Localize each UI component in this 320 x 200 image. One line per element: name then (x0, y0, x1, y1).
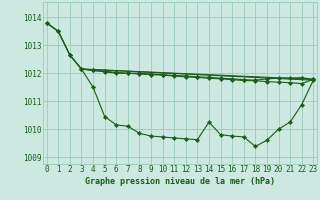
X-axis label: Graphe pression niveau de la mer (hPa): Graphe pression niveau de la mer (hPa) (85, 177, 275, 186)
